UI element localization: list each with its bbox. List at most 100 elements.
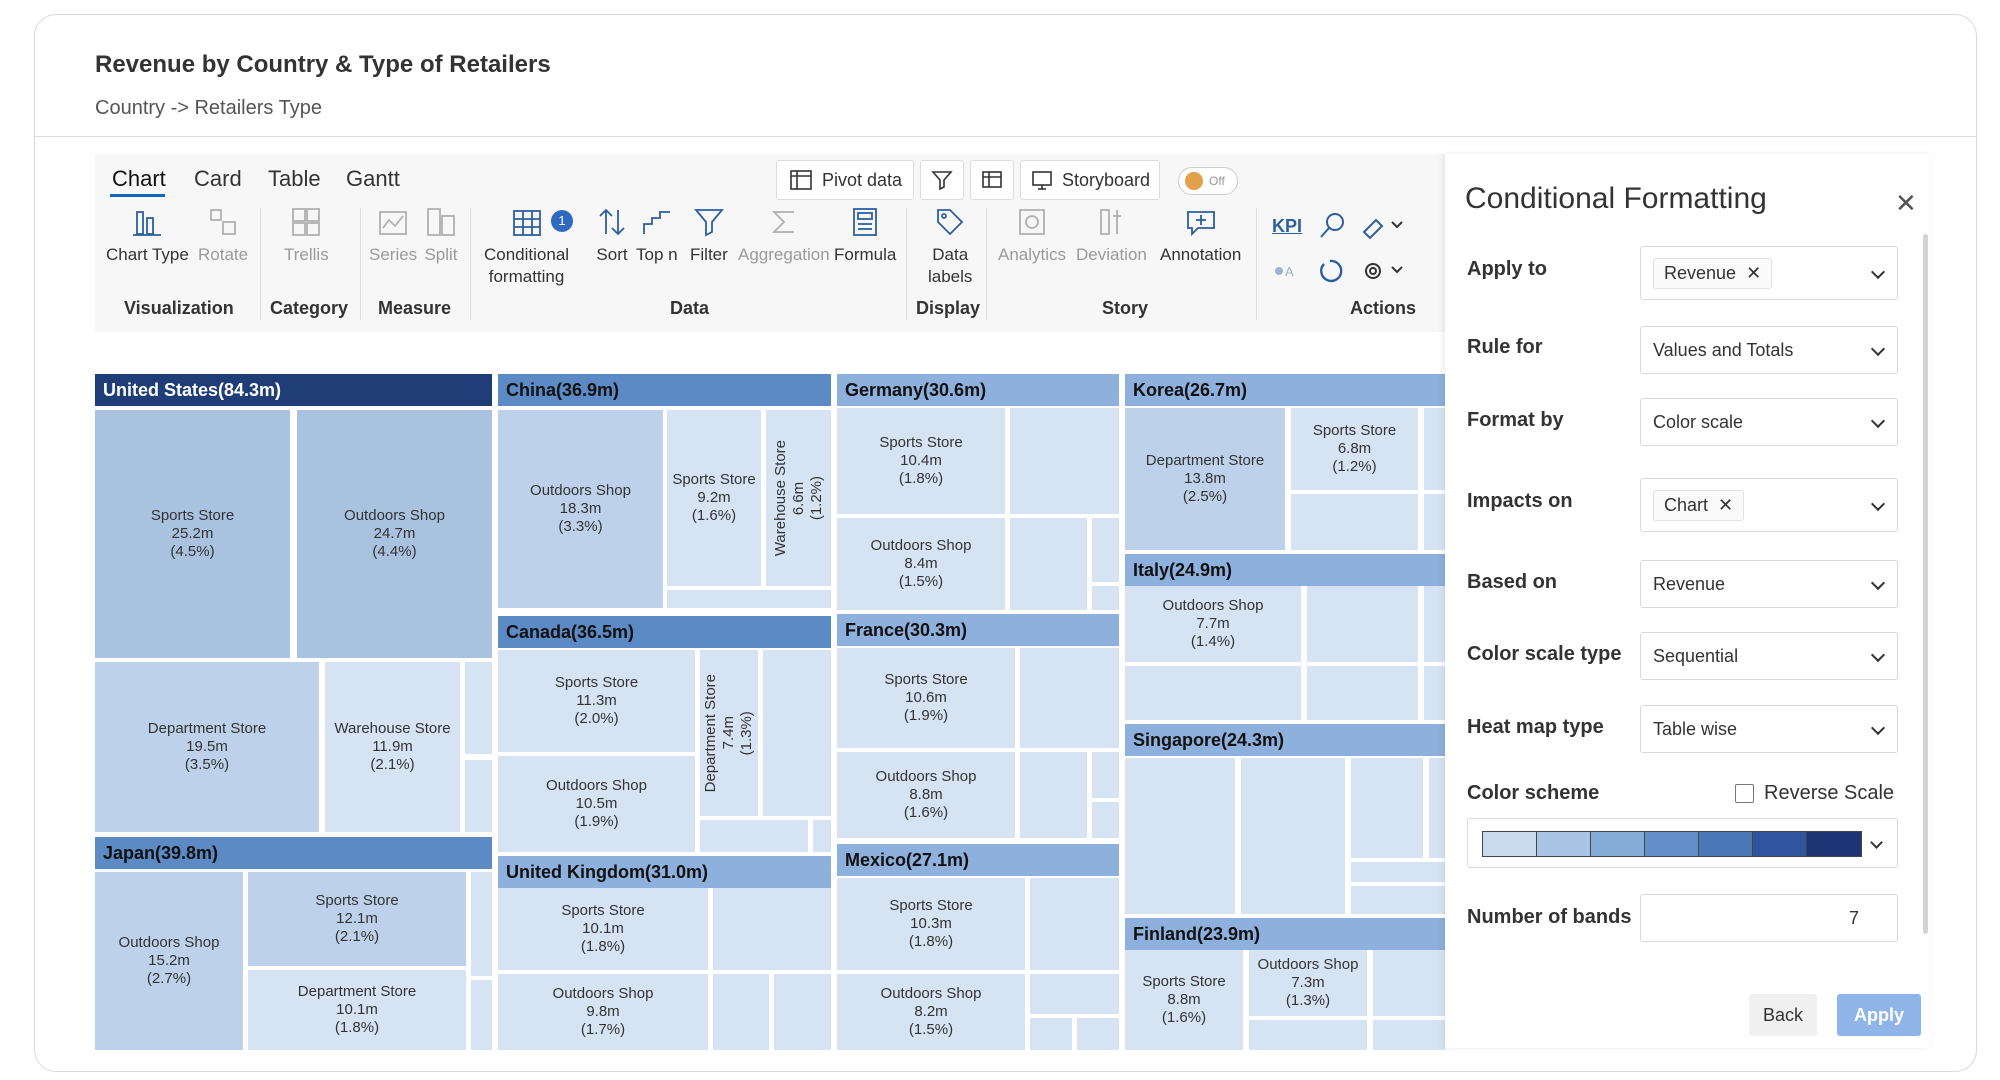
treemap-cell-labeled[interactable]: Outdoors Shop 15.2m (2.7%) — [95, 872, 243, 1050]
chip-remove-icon[interactable]: ✕ — [1718, 494, 1734, 515]
analytics-tool[interactable]: Analytics — [998, 204, 1066, 266]
treemap-cell-labeled[interactable]: Sports Store 9.2m (1.6%) — [667, 410, 761, 586]
apply-to-select[interactable]: Revenue ✕ — [1640, 246, 1898, 300]
treemap-cell[interactable] — [700, 820, 808, 852]
treemap-cell[interactable] — [763, 650, 831, 816]
apply-button[interactable]: Apply — [1837, 994, 1921, 1036]
treemap-cell[interactable] — [667, 590, 831, 608]
aggregation-tool[interactable]: Aggregation — [738, 204, 830, 266]
trellis-tool[interactable]: Trellis — [284, 204, 329, 266]
chip-remove-icon[interactable]: ✕ — [1746, 262, 1762, 283]
reverse-scale-checkbox[interactable]: Reverse Scale — [1735, 782, 1894, 805]
treemap-cell[interactable] — [1125, 666, 1301, 720]
refresh-icon[interactable] — [1316, 256, 1346, 286]
close-icon[interactable]: ✕ — [1895, 188, 1917, 218]
filter-toggle-button[interactable] — [920, 160, 964, 200]
treemap-cell[interactable] — [1030, 974, 1119, 1014]
treemap-cell-labeled[interactable]: Department Store 7.4m (1.3%) — [700, 650, 758, 816]
country-header[interactable]: Korea(26.7m) — [1125, 374, 1445, 406]
treemap-cell-labeled[interactable]: Sports Store 10.3m (1.8%) — [837, 878, 1025, 970]
back-button[interactable]: Back — [1749, 994, 1817, 1036]
country-header[interactable]: China(36.9m) — [498, 374, 831, 406]
treemap-cell[interactable] — [1020, 648, 1119, 748]
treemap-cell-labeled[interactable]: Sports Store 12.1m (2.1%) — [248, 872, 466, 966]
rule-for-select[interactable]: Values and Totals — [1640, 326, 1898, 374]
treemap-cell-labeled[interactable]: Outdoors Shop 8.2m (1.5%) — [837, 974, 1025, 1050]
treemap-cell-labeled[interactable]: Outdoors Shop 10.5m (1.9%) — [498, 756, 695, 852]
split-tool[interactable]: Split — [423, 204, 459, 266]
treemap-cell[interactable] — [1424, 666, 1445, 720]
treemap-cell-labeled[interactable]: Sports Store 25.2m (4.5%) — [95, 410, 290, 658]
formula-tool[interactable]: Formula — [834, 204, 896, 266]
treemap-cell[interactable] — [1030, 1018, 1072, 1050]
treemap-cell[interactable] — [1092, 586, 1119, 610]
checkbox-box[interactable] — [1735, 784, 1754, 803]
treemap-cell-labeled[interactable]: Outdoors Shop 9.8m (1.7%) — [498, 974, 708, 1050]
treemap-cell[interactable] — [1373, 950, 1445, 1016]
country-header[interactable]: United Kingdom(31.0m) — [498, 856, 831, 888]
treemap-cell-labeled[interactable]: Outdoors Shop 7.7m (1.4%) — [1125, 586, 1301, 662]
treemap-cell-labeled[interactable]: Department Store 13.8m (2.5%) — [1125, 408, 1285, 550]
data-labels-tool[interactable]: Data labels — [928, 204, 972, 288]
number-of-bands-input[interactable]: 7 — [1640, 894, 1898, 942]
paint-brush-icon[interactable] — [1358, 210, 1406, 242]
treemap-cell-labeled[interactable]: Sports Store 10.1m (1.8%) — [498, 888, 708, 970]
kpi-button[interactable]: KPI — [1272, 216, 1303, 236]
treemap-cell-labeled[interactable]: Outdoors Shop 18.3m (3.3%) — [498, 410, 663, 608]
rotate-tool[interactable]: Rotate — [198, 204, 248, 266]
treemap-cell[interactable] — [1092, 518, 1119, 582]
treemap-cell-labeled[interactable]: Outdoors Shop 7.3m (1.3%) — [1249, 950, 1367, 1016]
heat-map-type-select[interactable]: Table wise — [1640, 705, 1898, 753]
treemap-cell-labeled[interactable]: Sports Store 8.8m (1.6%) — [1125, 950, 1243, 1050]
treemap-cell-labeled[interactable]: Outdoors Shop 24.7m (4.4%) — [297, 410, 492, 658]
treemap-cell[interactable] — [1373, 1020, 1445, 1050]
top-n-tool[interactable]: Top n — [636, 204, 678, 266]
treemap-cell[interactable] — [465, 662, 492, 754]
country-header[interactable]: Mexico(27.1m) — [837, 844, 1119, 876]
treemap-cell[interactable] — [774, 974, 831, 1050]
treemap-cell[interactable] — [1424, 586, 1445, 662]
sort-tool[interactable]: Sort — [594, 204, 630, 266]
country-header[interactable]: Japan(39.8m) — [95, 837, 492, 869]
treemap-cell-labeled[interactable]: Warehouse Store 11.9m (2.1%) — [325, 662, 460, 832]
deviation-tool[interactable]: Deviation — [1076, 204, 1147, 266]
treemap-cell[interactable] — [1307, 666, 1418, 720]
treemap-cell[interactable] — [1351, 886, 1445, 914]
series-tool[interactable]: Series — [369, 204, 417, 266]
pivot-data-button[interactable]: Pivot data — [776, 160, 914, 200]
treemap-cell[interactable] — [713, 974, 769, 1050]
annotation-tool[interactable]: Annotation — [1160, 204, 1241, 266]
treemap-cell[interactable] — [1424, 408, 1445, 490]
chart-chip[interactable]: Chart ✕ — [1653, 489, 1745, 521]
treemap-cell[interactable] — [1249, 1020, 1367, 1050]
treemap-cell-labeled[interactable]: Sports Store 10.6m (1.9%) — [837, 648, 1015, 748]
table-edit-button[interactable] — [970, 160, 1014, 200]
treemap-cell[interactable] — [1010, 408, 1119, 514]
treemap-cell[interactable] — [713, 888, 831, 970]
treemap-cell[interactable] — [1030, 878, 1119, 970]
treemap-cell-labeled[interactable]: Sports Store 6.8m (1.2%) — [1291, 408, 1418, 490]
treemap-cell[interactable] — [1010, 518, 1087, 610]
treemap-cell-labeled[interactable]: Outdoors Shop 8.4m (1.5%) — [837, 518, 1005, 610]
country-header[interactable]: Italy(24.9m) — [1125, 554, 1445, 586]
format-by-select[interactable]: Color scale — [1640, 398, 1898, 446]
search-icon[interactable] — [1316, 210, 1348, 242]
settings-icon[interactable] — [1358, 256, 1406, 286]
country-header[interactable]: Singapore(24.3m) — [1125, 724, 1445, 756]
treemap-cell-labeled[interactable]: Department Store 10.1m (1.8%) — [248, 970, 466, 1050]
storyboard-button[interactable]: Storyboard — [1020, 160, 1160, 200]
tab-chart[interactable]: Chart — [112, 166, 166, 191]
treemap-cell-labeled[interactable]: Warehouse Store 6.6m (1.2%) — [766, 410, 831, 586]
filter-tool[interactable]: Filter — [690, 204, 728, 266]
treemap-cell[interactable] — [465, 760, 492, 832]
treemap-cell-labeled[interactable]: Sports Store 10.4m (1.8%) — [837, 408, 1005, 514]
panel-scrollbar[interactable] — [1923, 234, 1928, 934]
treemap-cell-labeled[interactable]: Sports Store 11.3m (2.0%) — [498, 650, 695, 752]
treemap-cell[interactable] — [1125, 758, 1235, 914]
treemap-cell[interactable] — [1424, 494, 1445, 550]
conditional-formatting-tool[interactable]: Conditional formatting — [484, 204, 569, 288]
chart-type-tool[interactable]: Chart Type — [106, 204, 189, 266]
treemap-cell[interactable] — [1020, 752, 1087, 838]
off-toggle[interactable]: Off — [1178, 167, 1238, 195]
treemap-cell-labeled[interactable]: Department Store 19.5m (3.5%) — [95, 662, 319, 832]
